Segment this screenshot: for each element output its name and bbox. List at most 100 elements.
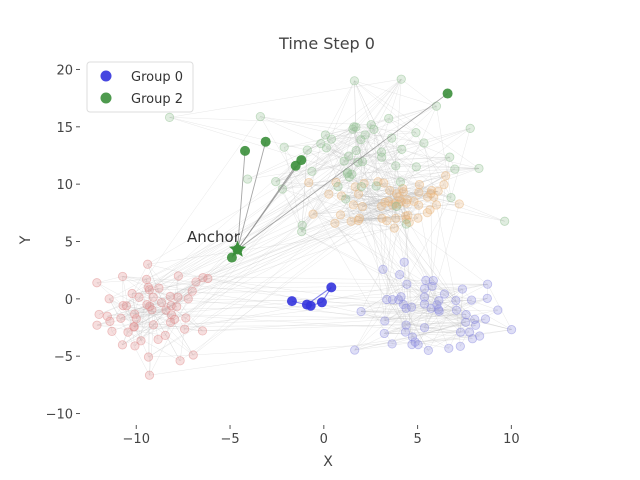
faded-node	[353, 215, 363, 226]
x-tick-label: 10	[503, 432, 520, 447]
faded-node	[339, 156, 349, 166]
background-edge	[384, 306, 412, 322]
faded-node	[401, 303, 411, 313]
background-edge	[403, 262, 406, 333]
background-edge	[418, 190, 432, 193]
background-edge	[363, 183, 407, 220]
background-edge	[384, 280, 434, 334]
faded-node	[401, 320, 411, 330]
background-edge	[161, 302, 177, 308]
background-edge	[169, 117, 308, 151]
background-edge	[148, 306, 150, 358]
background-edge	[301, 79, 402, 232]
background-edge	[348, 79, 402, 157]
faded-node	[130, 341, 140, 351]
background-edge	[400, 128, 471, 183]
background-edge	[312, 188, 403, 215]
background-edge	[153, 319, 175, 326]
legend-label: Group 0	[131, 70, 183, 85]
background-edge	[384, 298, 488, 322]
x-tick-label: −5	[220, 432, 239, 447]
background-edge	[151, 309, 194, 356]
background-edge	[176, 138, 332, 307]
background-edge	[351, 137, 392, 175]
background-edge	[311, 162, 359, 172]
faded-node	[419, 138, 429, 148]
background-edge	[193, 341, 416, 356]
faded-node	[144, 285, 155, 295]
background-edge	[405, 318, 486, 333]
background-edge	[301, 150, 308, 232]
background-edge	[405, 193, 432, 217]
background-edge	[415, 341, 449, 349]
background-edge	[456, 299, 472, 311]
background-edge	[398, 175, 446, 205]
faded-node	[304, 177, 314, 188]
background-edge	[354, 186, 360, 219]
background-edge	[455, 283, 488, 301]
background-edge	[133, 309, 167, 327]
background-edge	[363, 183, 437, 206]
faded-node	[398, 184, 408, 194]
background-edge	[165, 296, 171, 311]
background-edge	[127, 299, 399, 333]
background-edge	[418, 344, 429, 351]
background-edge	[283, 147, 387, 300]
background-edge	[384, 296, 425, 322]
background-edge	[260, 116, 424, 144]
background-edge	[325, 134, 407, 309]
foreground-points	[226, 88, 453, 311]
background-edge	[358, 79, 402, 221]
faded-node	[92, 320, 102, 330]
background-edge	[406, 217, 419, 225]
background-edge	[149, 220, 359, 307]
background-edge	[382, 269, 402, 297]
faded-node	[357, 202, 367, 212]
anchor-link	[237, 141, 267, 250]
faded-node	[187, 286, 197, 296]
background-edge	[149, 289, 171, 297]
background-edge	[376, 156, 450, 187]
background-edge	[260, 116, 480, 169]
background-edge	[384, 299, 393, 322]
faded-node	[341, 194, 351, 204]
background-edge	[96, 321, 110, 326]
background-edge	[148, 202, 386, 358]
x-tick-label: 0	[320, 432, 328, 447]
background-edge	[151, 309, 181, 361]
faded-node	[398, 187, 408, 197]
background-edge	[122, 317, 186, 346]
background-edge	[282, 129, 354, 190]
faded-node	[366, 120, 376, 130]
anchor-link	[237, 93, 448, 250]
background-edge	[388, 118, 446, 176]
faded-node	[308, 209, 318, 219]
background-edge	[362, 190, 439, 207]
background-edge	[275, 151, 382, 182]
background-edge	[358, 212, 428, 221]
background-edge	[436, 106, 452, 198]
background-edge	[151, 174, 353, 311]
background-edge	[120, 304, 148, 319]
faded-node	[164, 112, 175, 122]
background-edge	[283, 147, 302, 232]
faded-node	[433, 304, 444, 314]
background-edge	[146, 304, 167, 311]
faded-node	[333, 182, 343, 192]
background-edge	[381, 128, 471, 158]
background-edge	[107, 302, 162, 317]
faded-node	[175, 356, 185, 366]
background-edge	[165, 160, 345, 311]
background-edge	[356, 142, 424, 151]
faded-node	[401, 198, 411, 208]
background-edge	[345, 168, 480, 200]
background-edge	[127, 331, 181, 361]
faded-node	[385, 185, 395, 196]
background-edge	[423, 142, 457, 301]
background-edge	[424, 299, 472, 305]
background-edge	[358, 220, 395, 229]
faded-node	[335, 210, 346, 220]
background-edge	[341, 195, 396, 204]
background-edge	[349, 176, 434, 281]
faded-node	[384, 113, 394, 124]
